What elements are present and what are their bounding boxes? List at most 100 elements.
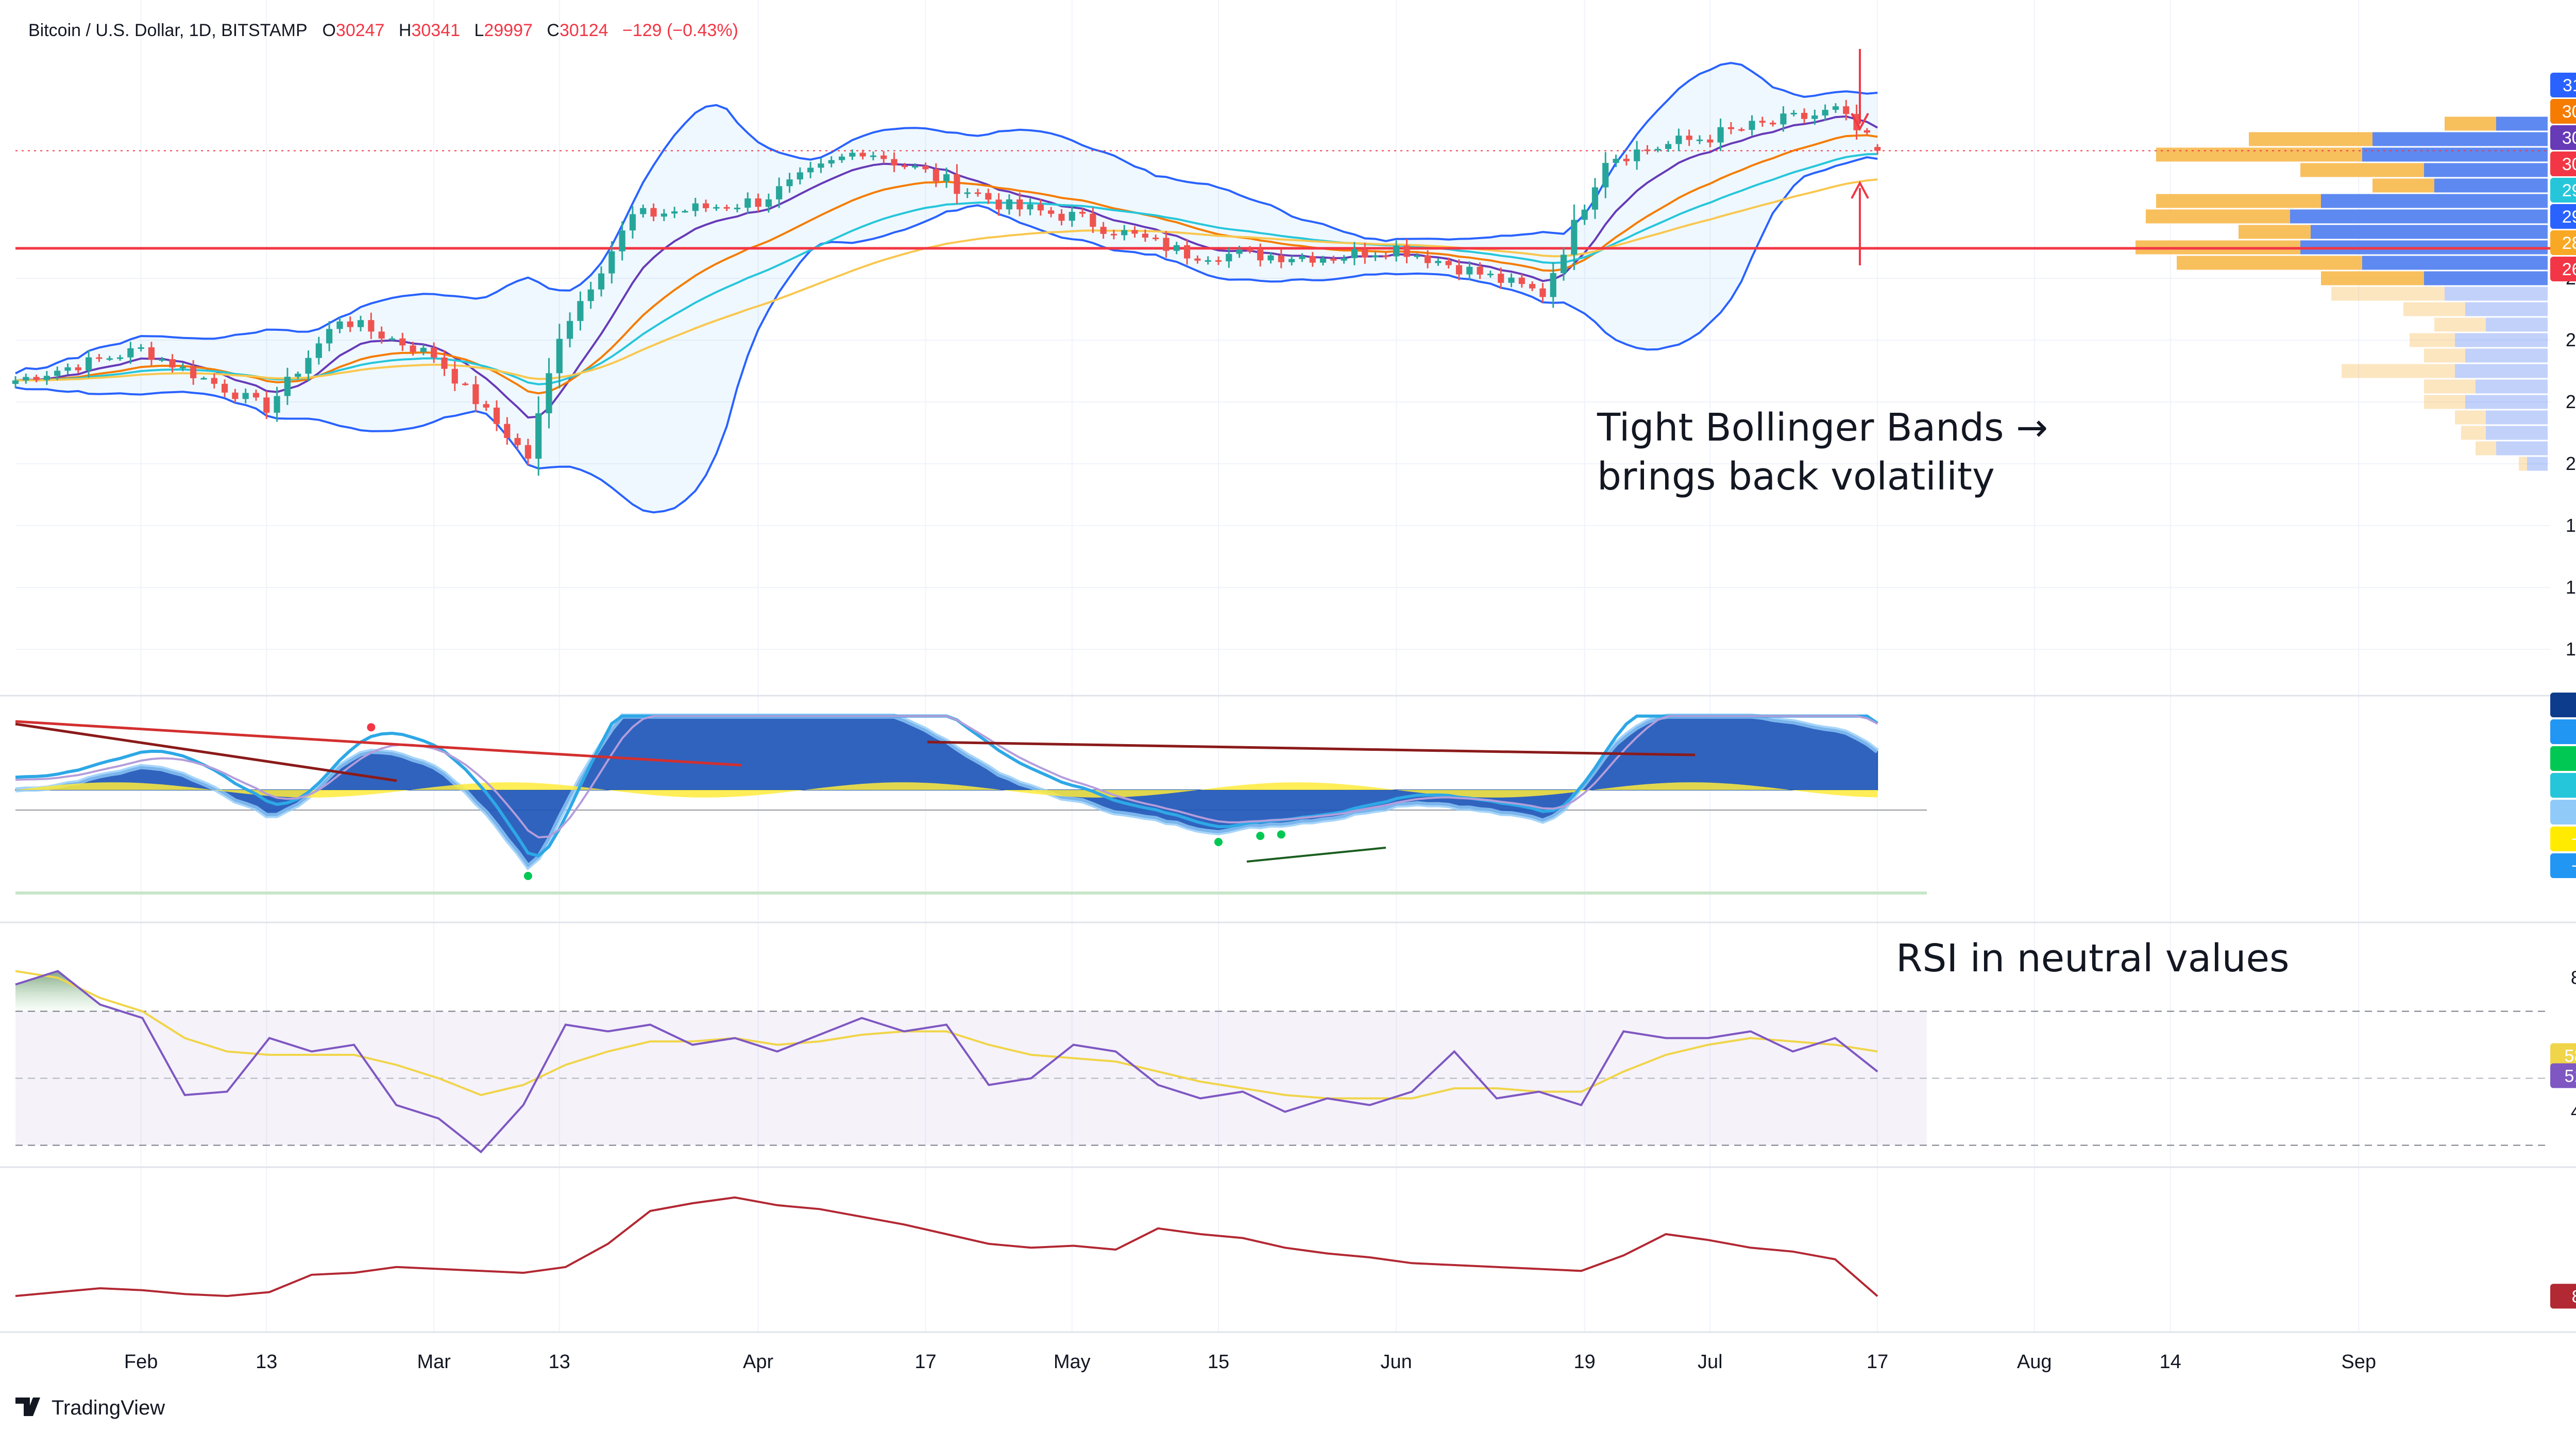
candle-body — [702, 203, 709, 209]
time-axis[interactable]: Feb 13 Mar 13 Apr 17 May 15 Jun 19 Jul 17 Aug 14 Sep — [124, 1351, 2376, 1373]
price-badge-box — [2550, 151, 2576, 176]
candle — [1100, 222, 1107, 239]
bollinger-upper-band — [15, 62, 1878, 375]
candle — [1550, 262, 1556, 308]
price-badge-label: −12 — [2571, 830, 2576, 849]
candle-body — [284, 377, 291, 396]
symbol-title: Bitcoin / U.S. Dollar, 1D, BITSTAMP — [28, 21, 307, 40]
volume-profile-down-bar — [2445, 287, 2548, 301]
candle — [23, 374, 29, 384]
candle-body — [305, 358, 312, 374]
candle — [1759, 116, 1766, 127]
price-badge-label: 29762 — [2562, 207, 2576, 227]
candle — [514, 433, 521, 450]
candle — [1163, 231, 1170, 258]
candle — [1435, 258, 1442, 266]
price-badge: 26969 — [2550, 257, 2576, 281]
candle-body — [556, 339, 563, 374]
candle — [1863, 128, 1870, 135]
candle — [1529, 281, 1536, 291]
candle-body — [1498, 274, 1504, 283]
candle-body — [357, 320, 364, 327]
candle-body — [1790, 113, 1797, 115]
candle — [1027, 198, 1033, 215]
obv-pane[interactable] — [15, 1196, 1878, 1298]
volume-profile-down-bar — [2434, 178, 2548, 193]
candle — [1309, 252, 1316, 267]
candle — [295, 371, 301, 379]
candle-body — [1121, 230, 1128, 235]
candle-body — [1341, 258, 1347, 261]
candle-body — [326, 329, 333, 344]
volume-profile-down-bar — [2476, 379, 2548, 394]
candle-body — [33, 377, 40, 380]
volume-profile-up-bar — [2519, 457, 2527, 471]
price-badge-box — [2550, 746, 2576, 771]
candle-body — [1634, 149, 1640, 161]
candle-body — [96, 357, 103, 359]
candle-body — [765, 199, 772, 207]
volume-profile-up-bar — [2177, 256, 2362, 270]
candle — [1770, 120, 1776, 127]
candle — [420, 344, 427, 356]
candle — [713, 204, 720, 211]
chart-legend[interactable]: Bitcoin / U.S. Dollar, 1D, BITSTAMP O302… — [28, 21, 738, 40]
time-tick-label: Jun — [1381, 1351, 1412, 1373]
oscillator-buy-dot — [523, 871, 532, 880]
bollinger-annotation-line2: brings back volatility — [1597, 454, 1995, 499]
candle-body — [1090, 213, 1096, 227]
volume-profile-up-bar — [2403, 302, 2465, 316]
volume-profile-down-bar — [2465, 348, 2548, 363]
candle — [1226, 247, 1232, 268]
volume-profile-down-bar — [2496, 441, 2548, 456]
candle-body — [1770, 123, 1776, 125]
price-badge-label: 29793 — [2562, 181, 2576, 200]
candle — [106, 356, 113, 361]
candle — [755, 193, 761, 212]
rsi-pane[interactable]: RSI in neutral values — [15, 936, 2550, 1154]
candle-body — [1571, 220, 1578, 255]
volume-profile-up-bar — [2424, 379, 2476, 394]
candle-body — [1738, 129, 1745, 131]
candle-body — [1654, 149, 1661, 151]
candle-body — [1362, 249, 1368, 258]
candle-body — [922, 166, 929, 170]
candles — [12, 99, 1881, 476]
candle — [964, 188, 971, 198]
candle-body — [619, 230, 625, 251]
price-badge: −65 — [2550, 853, 2576, 878]
candle — [388, 336, 396, 341]
candle — [305, 350, 312, 381]
candle-body — [1665, 144, 1672, 149]
candle-body — [933, 169, 939, 181]
volume-profile-up-bar — [2372, 178, 2434, 193]
candle — [619, 221, 625, 261]
candle-body — [75, 367, 81, 371]
candle-body — [315, 343, 322, 358]
oscillator-buy-dot — [1214, 837, 1223, 846]
candle-body — [1194, 258, 1201, 261]
candle-body — [127, 348, 134, 358]
price-badges: 31163 30463 30322 30124 29793 29762 28936 26969… — [2550, 73, 2576, 1309]
divergence-line-darkred-1 — [15, 722, 397, 782]
tradingview-logo[interactable]: TradingView — [15, 1396, 165, 1419]
candle-body — [587, 289, 594, 301]
ema-line-cyan — [15, 153, 1878, 385]
candle — [1477, 262, 1483, 279]
candle — [1058, 209, 1065, 226]
oscillator-pane[interactable] — [15, 713, 1927, 895]
candle — [127, 342, 134, 364]
candle — [1560, 247, 1567, 281]
candle-body — [1048, 210, 1055, 214]
candle — [629, 206, 636, 239]
price-axis[interactable]: 140001600018000200002200024000260000−604… — [2566, 267, 2576, 1231]
price-badge-box — [2550, 230, 2576, 255]
volume-profile-up-bar — [2156, 194, 2321, 208]
volume-profile-down-bar — [2527, 457, 2548, 471]
price-pane[interactable]: Tight Bollinger Bands → brings back vola… — [12, 49, 2576, 514]
candle-body — [838, 156, 845, 160]
time-tick-label: 17 — [1867, 1351, 1888, 1373]
candle — [441, 350, 448, 376]
candle-body — [1382, 255, 1389, 257]
